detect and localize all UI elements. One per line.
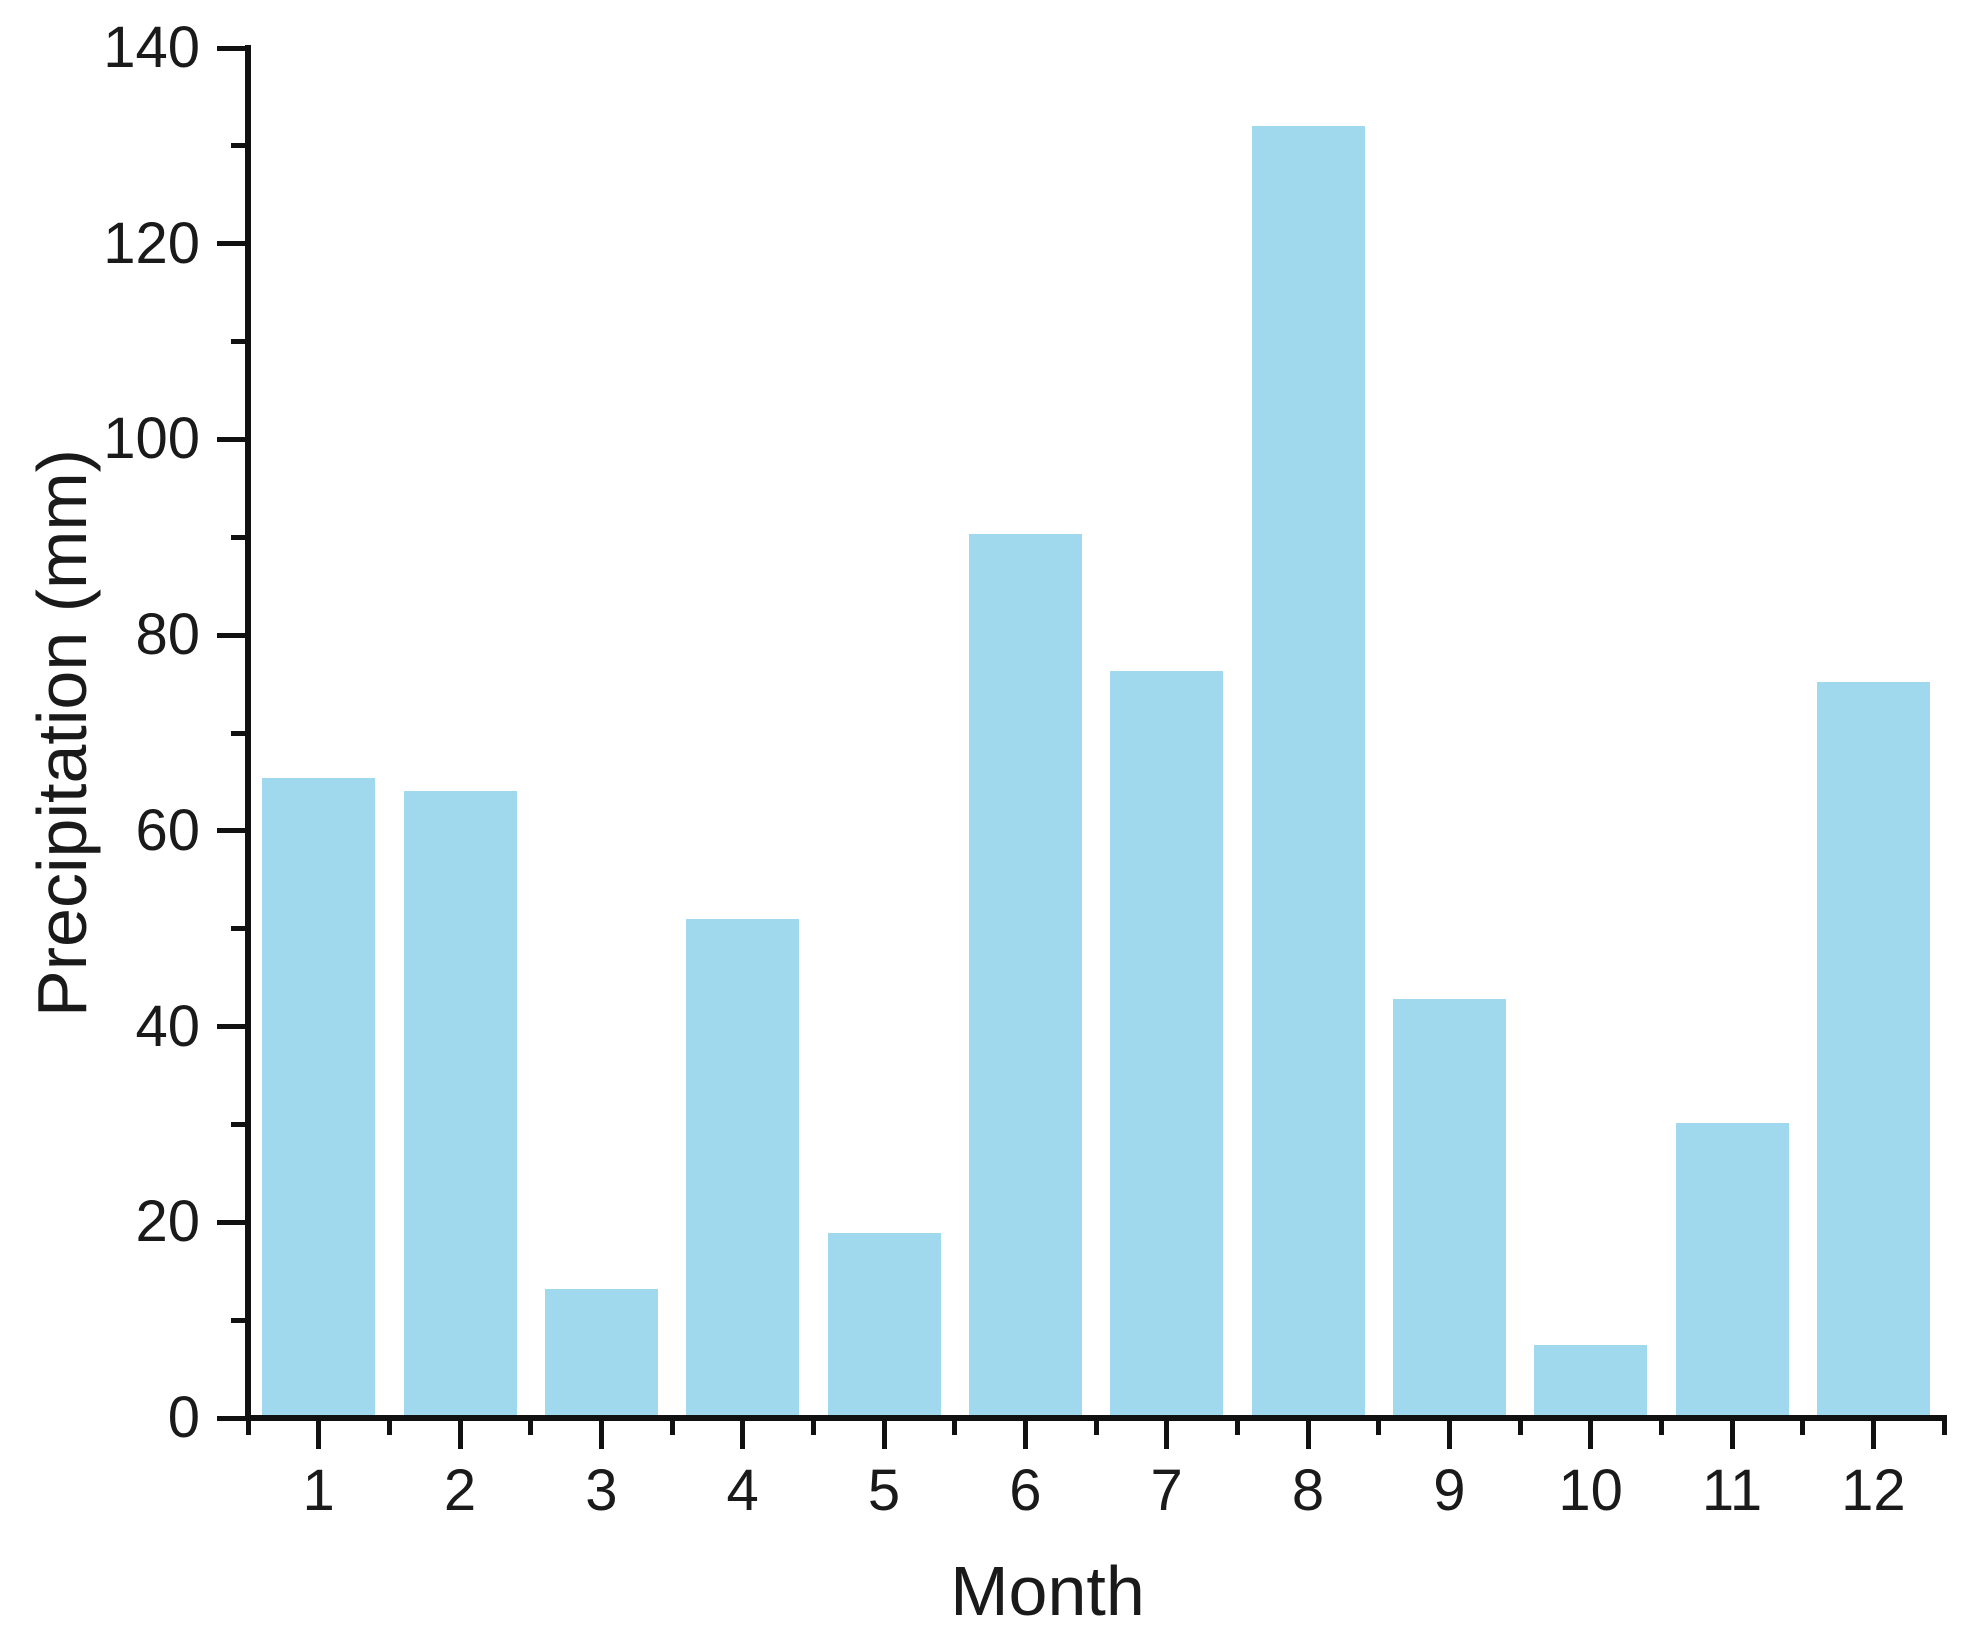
x-minor-tick	[1517, 1421, 1523, 1435]
bar-month-12	[1816, 682, 1930, 1418]
y-axis-title: Precipitation (mm)	[23, 449, 101, 1017]
x-major-tick	[1022, 1421, 1028, 1449]
y-major-tick	[217, 828, 245, 834]
x-tick-label: 5	[867, 1458, 901, 1523]
y-tick-label: 0	[167, 1385, 200, 1450]
y-minor-tick	[231, 926, 245, 932]
x-minor-tick	[386, 1421, 392, 1435]
x-minor-tick	[1941, 1421, 1947, 1435]
x-major-tick	[1588, 1421, 1594, 1449]
bar-month-4	[686, 918, 800, 1418]
x-tick-label: 3	[585, 1458, 618, 1523]
x-major-tick	[457, 1421, 463, 1449]
y-tick-label: 80	[135, 602, 200, 668]
x-minor-tick	[669, 1421, 675, 1435]
bar-month-8	[1251, 126, 1365, 1418]
y-tick-label: 40	[135, 993, 200, 1059]
y-minor-tick	[231, 339, 245, 345]
bar-month-7	[1110, 671, 1224, 1418]
x-minor-tick	[810, 1421, 816, 1435]
x-minor-tick	[528, 1421, 534, 1435]
x-major-tick	[740, 1421, 746, 1449]
bar-month-2	[403, 790, 517, 1418]
x-tick-label: 12	[1841, 1458, 1906, 1523]
y-major-tick	[217, 45, 245, 51]
x-tick-label: 2	[443, 1458, 477, 1523]
x-major-tick	[1164, 1421, 1170, 1449]
x-tick-label: 1	[302, 1458, 335, 1523]
y-major-tick	[217, 632, 245, 638]
x-major-tick	[316, 1421, 322, 1449]
y-tick-label: 60	[135, 797, 200, 863]
x-minor-tick	[1800, 1421, 1806, 1435]
x-tick-label: 10	[1558, 1458, 1623, 1523]
y-tick-label: 140	[103, 15, 200, 80]
x-axis-line	[245, 1415, 1947, 1421]
x-major-tick	[1729, 1421, 1735, 1449]
x-tick-label: 6	[1009, 1458, 1042, 1523]
y-major-tick	[217, 1024, 245, 1030]
x-tick-label: 7	[1150, 1458, 1183, 1523]
y-major-tick	[217, 1219, 245, 1225]
x-major-tick	[1446, 1421, 1452, 1449]
x-tick-label: 9	[1433, 1458, 1466, 1523]
x-tick-label: 8	[1291, 1458, 1325, 1523]
y-axis-line	[245, 45, 251, 1421]
y-minor-tick	[231, 730, 245, 736]
y-tick-label: 120	[103, 210, 200, 276]
bar-month-10	[1534, 1344, 1648, 1418]
x-minor-tick	[1093, 1421, 1099, 1435]
x-minor-tick	[1234, 1421, 1240, 1435]
y-major-tick	[217, 436, 245, 442]
x-major-tick	[1870, 1421, 1876, 1449]
x-major-tick	[598, 1421, 604, 1449]
y-tick-label: 100	[103, 406, 200, 472]
x-tick-label: 11	[1701, 1458, 1763, 1523]
x-minor-tick	[1376, 1421, 1382, 1435]
y-minor-tick	[231, 1317, 245, 1323]
y-minor-tick	[231, 1121, 245, 1127]
x-minor-tick	[1658, 1421, 1664, 1435]
x-minor-tick	[245, 1421, 251, 1435]
bar-month-5	[827, 1233, 941, 1418]
x-major-tick	[881, 1421, 887, 1449]
y-major-tick	[217, 241, 245, 247]
x-tick-label: 4	[726, 1458, 759, 1523]
y-minor-tick	[231, 534, 245, 540]
y-tick-label: 20	[135, 1189, 200, 1255]
bar-month-1	[262, 778, 376, 1418]
bar-month-11	[1675, 1123, 1789, 1418]
x-minor-tick	[952, 1421, 958, 1435]
bar-month-9	[1392, 999, 1506, 1418]
bar-month-3	[544, 1288, 658, 1418]
y-minor-tick	[231, 143, 245, 149]
y-major-tick	[217, 1415, 245, 1421]
x-axis-title: Month	[950, 1552, 1145, 1630]
bar-month-6	[968, 534, 1082, 1418]
x-major-tick	[1305, 1421, 1311, 1449]
